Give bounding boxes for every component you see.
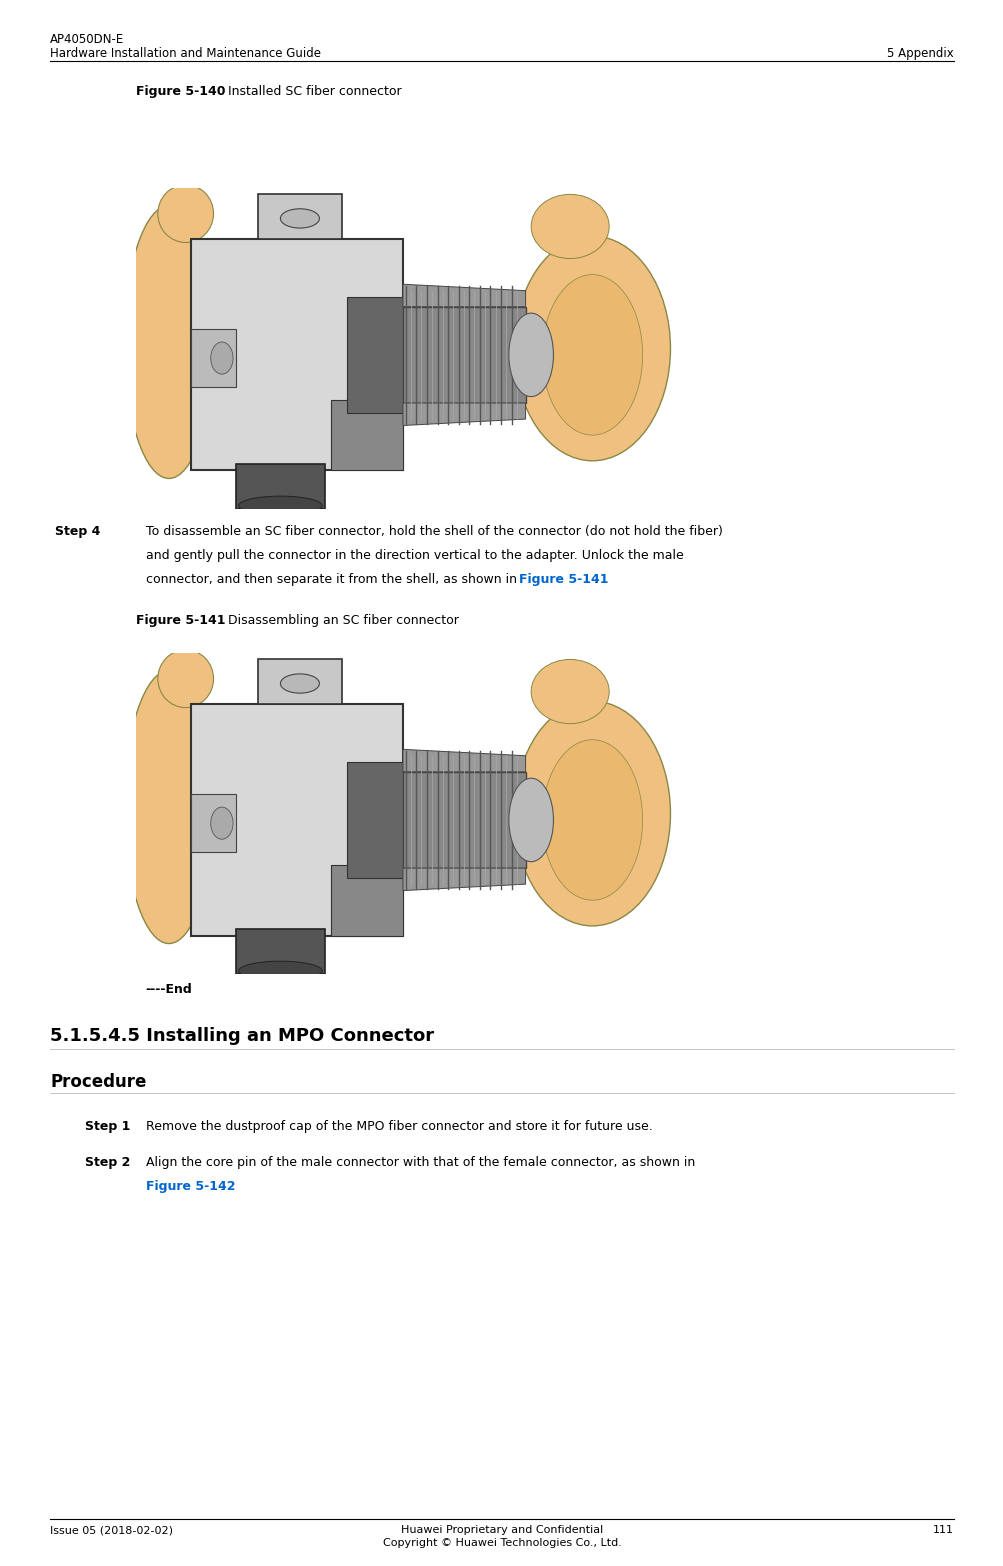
- Text: Issue 05 (2018-02-02): Issue 05 (2018-02-02): [50, 1525, 174, 1535]
- FancyBboxPatch shape: [192, 240, 402, 470]
- FancyBboxPatch shape: [347, 298, 425, 412]
- Text: To disassemble an SC fiber connector, hold the shell of the connector (do not ho: To disassemble an SC fiber connector, ho…: [145, 525, 722, 537]
- Text: Step 1: Step 1: [85, 1120, 130, 1132]
- Text: Procedure: Procedure: [50, 1073, 146, 1090]
- Ellipse shape: [211, 806, 233, 839]
- FancyBboxPatch shape: [391, 307, 414, 396]
- Ellipse shape: [239, 962, 322, 980]
- Text: 5.1.5.4.5 Installing an MPO Connector: 5.1.5.4.5 Installing an MPO Connector: [50, 1027, 434, 1045]
- Ellipse shape: [157, 650, 214, 708]
- Ellipse shape: [157, 185, 214, 243]
- Text: Figure 5-140: Figure 5-140: [135, 85, 225, 97]
- Text: Copyright © Huawei Technologies Co., Ltd.: Copyright © Huawei Technologies Co., Ltd…: [382, 1538, 621, 1547]
- Text: 111: 111: [932, 1525, 953, 1535]
- FancyBboxPatch shape: [330, 864, 402, 935]
- FancyBboxPatch shape: [391, 772, 414, 861]
- FancyBboxPatch shape: [402, 772, 526, 868]
- Text: Step 2: Step 2: [85, 1156, 130, 1168]
- Polygon shape: [402, 868, 526, 891]
- FancyBboxPatch shape: [192, 329, 236, 387]
- Polygon shape: [402, 749, 526, 772]
- FancyBboxPatch shape: [402, 307, 526, 402]
- Text: Figure 5-142: Figure 5-142: [145, 1181, 235, 1193]
- Text: AP4050DN-E: AP4050DN-E: [50, 33, 124, 45]
- Ellipse shape: [542, 739, 642, 900]
- Ellipse shape: [531, 659, 609, 723]
- FancyBboxPatch shape: [236, 929, 325, 974]
- Text: Installed SC fiber connector: Installed SC fiber connector: [224, 85, 401, 97]
- Text: Disassembling an SC fiber connector: Disassembling an SC fiber connector: [224, 614, 458, 626]
- Ellipse shape: [531, 194, 609, 258]
- Ellipse shape: [280, 208, 319, 229]
- Ellipse shape: [280, 673, 319, 694]
- Text: connector, and then separate it from the shell, as shown in: connector, and then separate it from the…: [145, 573, 521, 586]
- Text: 5 Appendix: 5 Appendix: [887, 47, 953, 60]
- Text: and gently pull the connector in the direction vertical to the adapter. Unlock t: and gently pull the connector in the dir…: [145, 548, 683, 562]
- Text: Step 4: Step 4: [55, 525, 100, 537]
- Ellipse shape: [509, 778, 553, 861]
- FancyBboxPatch shape: [258, 659, 341, 705]
- Ellipse shape: [514, 702, 670, 926]
- Text: Figure 5-141: Figure 5-141: [519, 573, 608, 586]
- FancyBboxPatch shape: [192, 705, 402, 935]
- FancyBboxPatch shape: [347, 763, 425, 877]
- FancyBboxPatch shape: [258, 194, 341, 240]
- Text: Align the core pin of the male connector with that of the female connector, as s: Align the core pin of the male connector…: [145, 1156, 694, 1168]
- Polygon shape: [402, 285, 526, 307]
- Text: .: .: [220, 1181, 224, 1193]
- FancyBboxPatch shape: [192, 794, 236, 852]
- Text: Figure 5-141: Figure 5-141: [135, 614, 225, 626]
- Polygon shape: [402, 402, 526, 426]
- FancyBboxPatch shape: [330, 399, 402, 470]
- Text: Huawei Proprietary and Confidential: Huawei Proprietary and Confidential: [400, 1525, 603, 1535]
- Ellipse shape: [514, 236, 670, 460]
- Ellipse shape: [124, 670, 214, 944]
- Text: ----End: ----End: [145, 983, 193, 996]
- Text: .: .: [593, 573, 597, 586]
- FancyBboxPatch shape: [236, 464, 325, 509]
- Text: Hardware Installation and Maintenance Guide: Hardware Installation and Maintenance Gu…: [50, 47, 321, 60]
- Text: Remove the dustproof cap of the MPO fiber connector and store it for future use.: Remove the dustproof cap of the MPO fibe…: [145, 1120, 652, 1132]
- Ellipse shape: [509, 313, 553, 396]
- Ellipse shape: [124, 205, 214, 479]
- Ellipse shape: [211, 341, 233, 374]
- Ellipse shape: [542, 274, 642, 435]
- Ellipse shape: [239, 496, 322, 515]
